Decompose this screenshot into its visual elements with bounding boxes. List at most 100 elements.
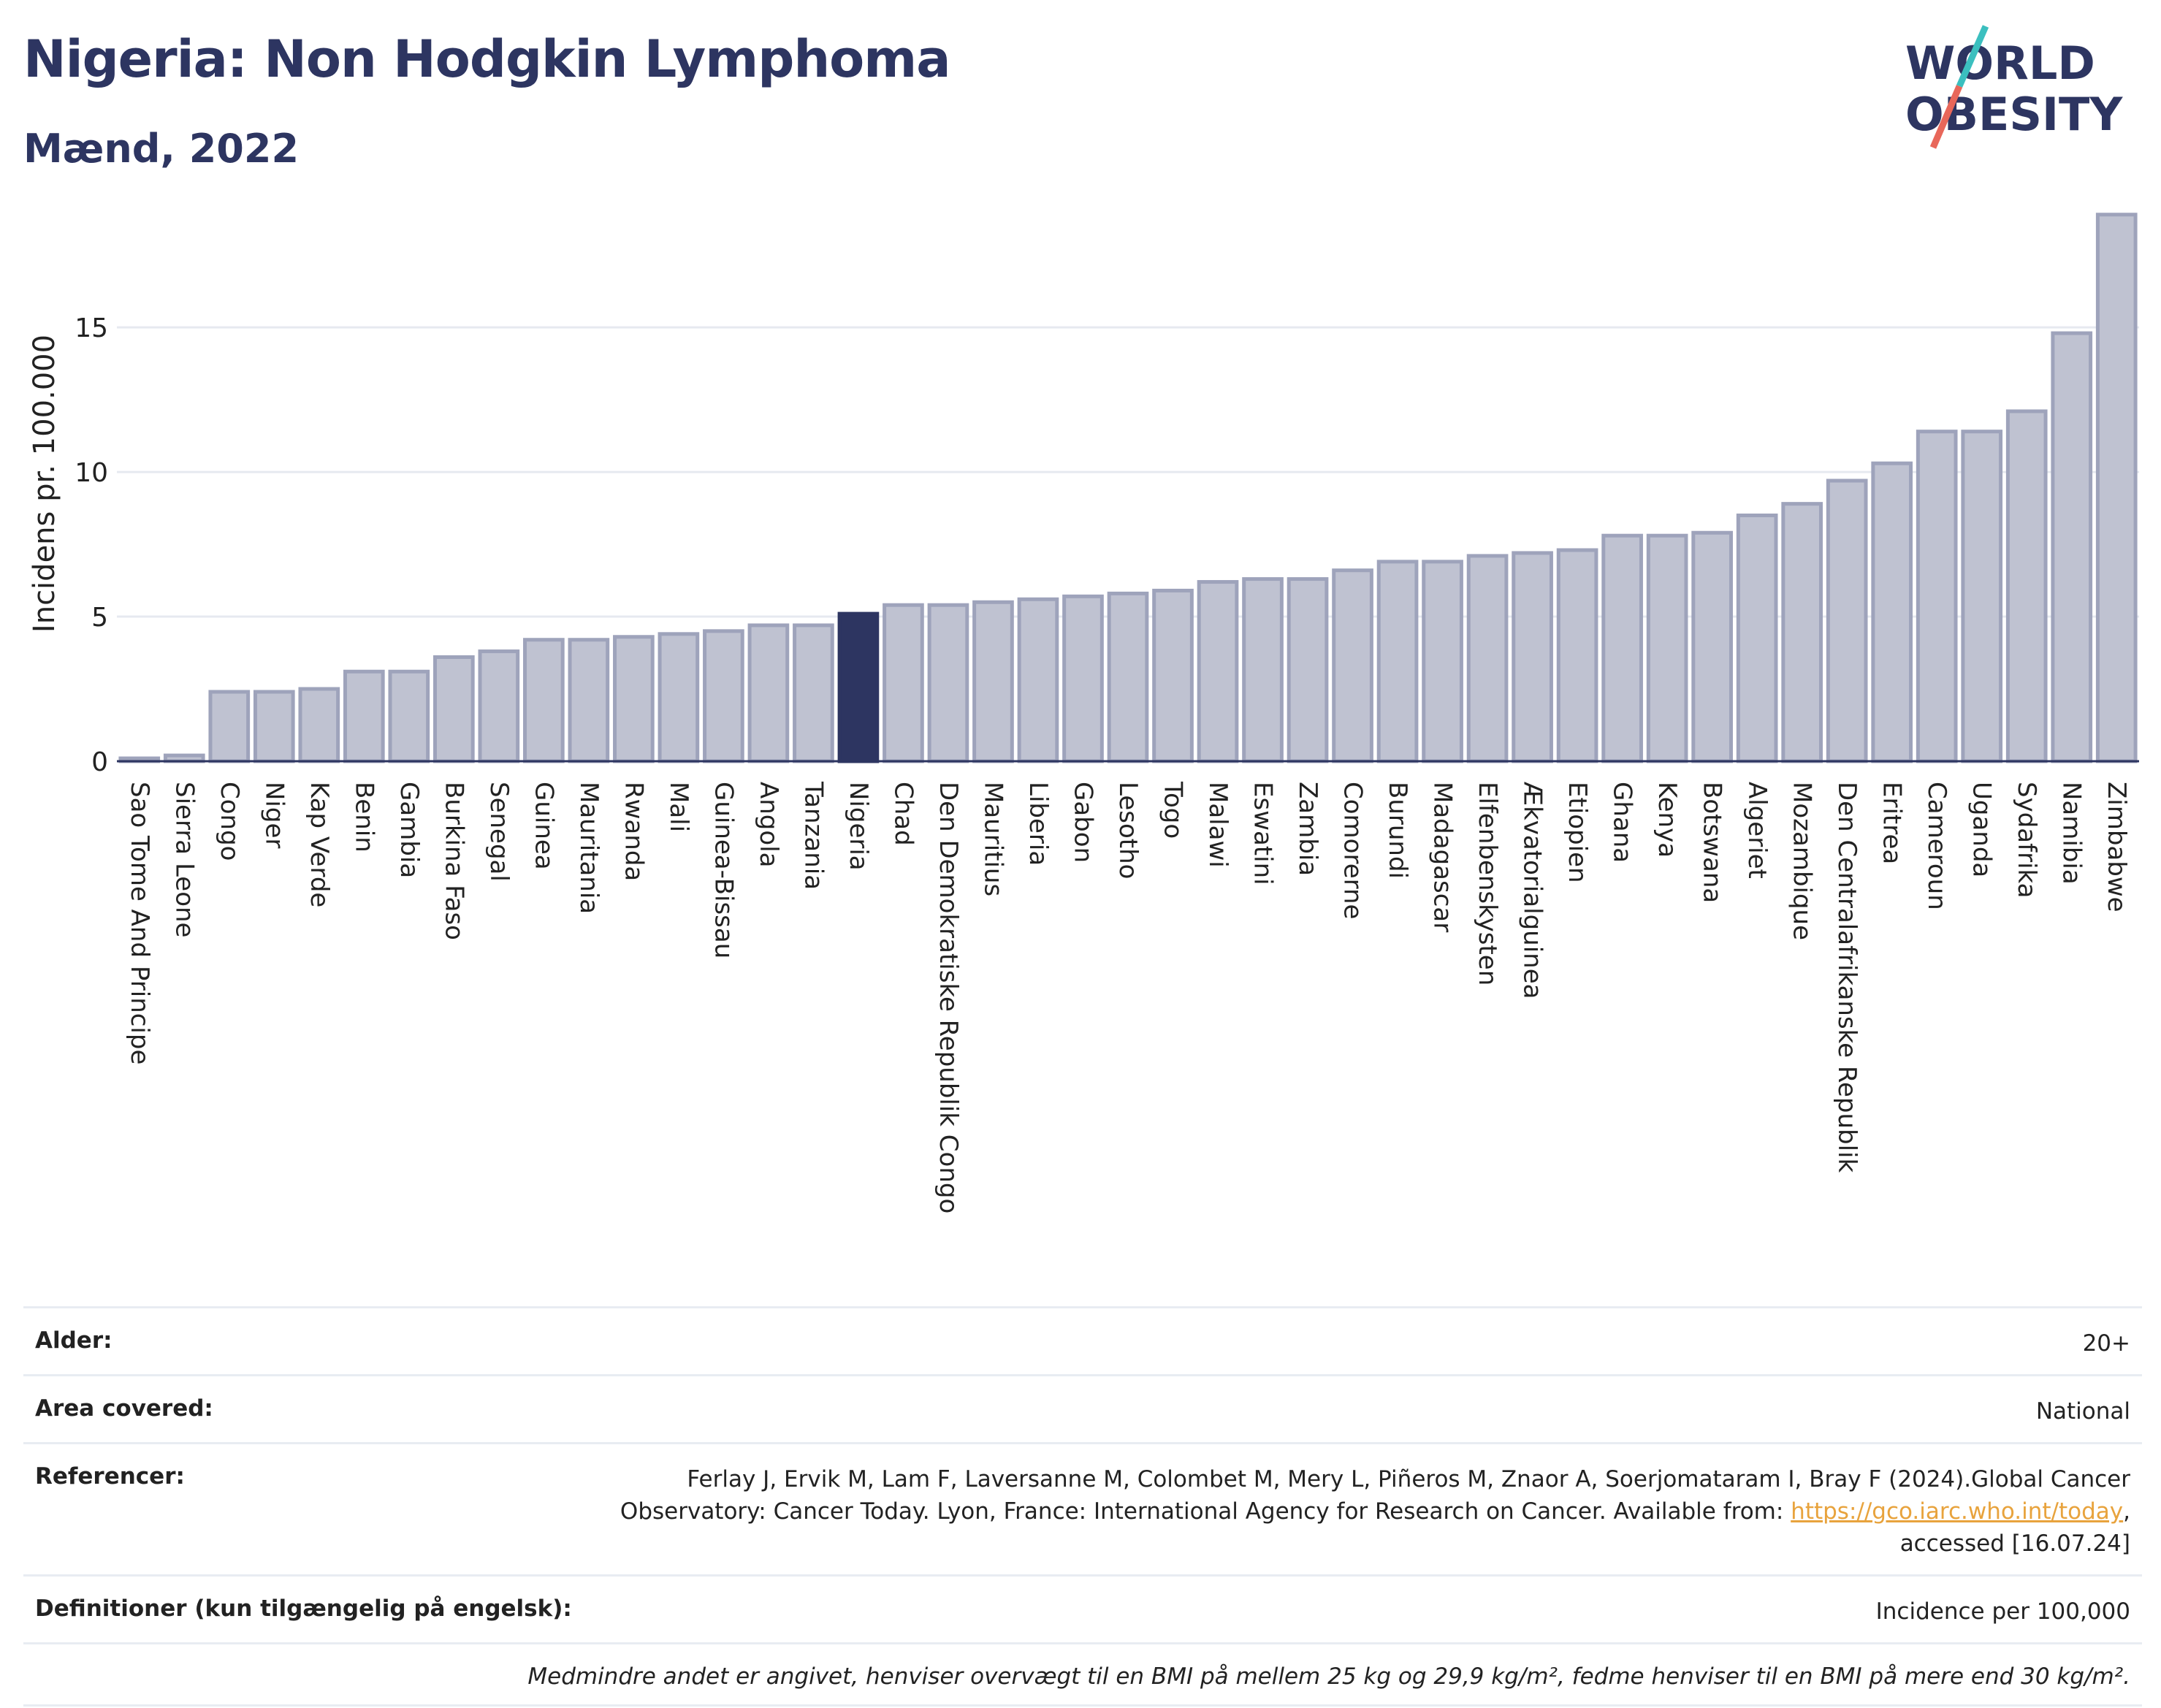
bar-benin[interactable]: [343, 669, 385, 763]
bar-guinea-bissau[interactable]: [703, 629, 744, 763]
x-tick-label: Sierra Leone: [169, 782, 199, 937]
x-tick-label: Mali: [664, 782, 693, 832]
bar-togo[interactable]: [1152, 588, 1194, 763]
definitions-value: Incidence per 100,000: [1875, 1598, 2130, 1625]
bar-rwanda[interactable]: [613, 635, 655, 763]
references-value: Ferlay J, Ervik M, Lam F, Laversanne M, …: [620, 1463, 2130, 1560]
bar-comorerne[interactable]: [1332, 568, 1373, 763]
bar-zimbabwe[interactable]: [2095, 213, 2138, 763]
x-tick-label: Eswatini: [1249, 782, 1278, 885]
info-row-references: Referencer: Ferlay J, Ervik M, Lam F, La…: [23, 1442, 2142, 1574]
x-tick-label: Namibia: [2057, 782, 2086, 885]
info-table: Alder: 20+ Area covered: National Refere…: [23, 1306, 2142, 1707]
references-text-4: accessed [16.07.24]: [1899, 1530, 2130, 1557]
bar-madagascar[interactable]: [1422, 560, 1463, 763]
y-tick-label: 10: [75, 458, 108, 488]
x-tick-label: Cameroun: [1922, 782, 1951, 910]
bar-den-centralafrikanske-republik[interactable]: [1826, 479, 1868, 763]
bar-namibia[interactable]: [2051, 331, 2093, 763]
info-row-age: Alder: 20+: [23, 1306, 2142, 1374]
bar-ghana[interactable]: [1601, 533, 1643, 763]
x-tick-label: Zimbabwe: [2102, 782, 2131, 912]
bar-algeriet[interactable]: [1736, 513, 1778, 763]
bar-burkina-faso[interactable]: [432, 655, 475, 763]
bar-cameroun[interactable]: [1916, 430, 1958, 763]
references-label: Referencer:: [35, 1463, 185, 1490]
logo-slash-top: [1956, 25, 1989, 88]
bar-botswana[interactable]: [1691, 530, 1733, 763]
bar-uganda[interactable]: [1961, 430, 2003, 763]
bar-senegal[interactable]: [478, 649, 520, 763]
bmi-note: Medmindre andet er angivet, henviser ove…: [527, 1663, 2130, 1690]
x-axis-ticks: Sao Tome And Principe Sierra Leone Congo Ni…: [125, 781, 2131, 1213]
bar-nigeria[interactable]: [837, 611, 880, 763]
bar-sydafrika[interactable]: [2005, 409, 2048, 763]
x-tick-label: Kap Verde: [305, 782, 334, 907]
bar-gabon[interactable]: [1062, 594, 1104, 763]
bar-etiopien[interactable]: [1556, 548, 1598, 763]
bar-lesotho[interactable]: [1107, 591, 1149, 763]
bar-ækvatorialguinea[interactable]: [1512, 551, 1553, 763]
x-tick-label: Liberia: [1024, 782, 1053, 866]
logo-slash-bottom: [1929, 85, 1963, 149]
y-axis-ticks: 0 5 10 15: [75, 313, 108, 777]
references-text-3: ,: [2123, 1498, 2130, 1525]
bar-elfenbenskysten[interactable]: [1466, 554, 1509, 763]
bar-chad[interactable]: [883, 603, 924, 763]
bars: [118, 213, 2138, 763]
x-tick-label: Mozambique: [1788, 782, 1817, 940]
x-tick-label: Gambia: [395, 782, 424, 878]
x-tick-label: Sao Tome And Principe: [125, 782, 154, 1064]
bar-mauritania[interactable]: [568, 638, 610, 763]
bar-guinea[interactable]: [523, 638, 565, 763]
bar-angola[interactable]: [747, 623, 790, 763]
info-row-definitions: Definitioner (kun tilgængelig på engelsk…: [23, 1574, 2142, 1642]
bar-burundi[interactable]: [1376, 560, 1419, 763]
definitions-label: Definitioner (kun tilgængelig på engelsk…: [35, 1595, 572, 1622]
area-label: Area covered:: [35, 1395, 213, 1422]
bar-den-demokratiske-republik-congo[interactable]: [927, 603, 969, 763]
age-label: Alder:: [35, 1327, 113, 1354]
x-tick-label: Comorerne: [1338, 782, 1368, 919]
references-text-1: Ferlay J, Ervik M, Lam F, Laversanne M, …: [687, 1466, 2130, 1492]
bar-mozambique[interactable]: [1781, 502, 1823, 763]
x-tick-label: Algeriet: [1742, 782, 1772, 879]
x-tick-label: Mauritius: [978, 782, 1007, 896]
x-tick-label: Mauritania: [574, 782, 603, 914]
x-tick-label: Niger: [259, 782, 289, 848]
bar-malawi[interactable]: [1197, 580, 1239, 763]
x-tick-label: Elfenbenskysten: [1473, 782, 1502, 985]
x-tick-label: Guinea-Bissau: [709, 782, 738, 958]
x-tick-label: Den Centralafrikanske Republik: [1832, 782, 1861, 1173]
x-tick-label: Ækvatorialguinea: [1518, 782, 1547, 999]
x-tick-label: Botswana: [1698, 782, 1727, 903]
bar-zambia[interactable]: [1287, 577, 1329, 763]
bar-kap-verde[interactable]: [298, 687, 340, 763]
bar-tanzania[interactable]: [793, 623, 834, 763]
page-title: Nigeria: Non Hodgkin Lymphoma: [23, 29, 950, 89]
x-tick-label: Guinea: [529, 782, 558, 870]
x-tick-label: Rwanda: [619, 782, 648, 881]
x-tick-label: Madagascar: [1428, 782, 1457, 932]
bar-congo[interactable]: [208, 690, 251, 763]
y-tick-label: 15: [75, 313, 108, 343]
references-link[interactable]: https://gco.iarc.who.int/today: [1791, 1498, 2124, 1525]
bar-liberia[interactable]: [1017, 597, 1059, 763]
y-tick-label: 5: [91, 603, 108, 633]
bar-gambia[interactable]: [388, 669, 430, 763]
bar-mali[interactable]: [658, 632, 700, 763]
x-tick-label: Sydafrika: [2012, 782, 2041, 898]
bar-mauritius[interactable]: [972, 600, 1014, 763]
info-row-area: Area covered: National: [23, 1374, 2142, 1442]
x-tick-label: Malawi: [1203, 782, 1232, 868]
x-tick-label: Senegal: [484, 782, 514, 882]
bar-eritrea[interactable]: [1871, 461, 1913, 763]
bar-niger[interactable]: [253, 690, 295, 763]
bar-eswatini[interactable]: [1242, 577, 1284, 763]
area-value: National: [2035, 1398, 2130, 1425]
page-subtitle: Mænd, 2022: [23, 126, 300, 172]
bar-kenya[interactable]: [1646, 533, 1688, 763]
x-tick-label: Etiopien: [1563, 782, 1592, 883]
x-tick-label: Togo: [1159, 781, 1188, 839]
x-tick-label: Gabon: [1068, 782, 1097, 863]
